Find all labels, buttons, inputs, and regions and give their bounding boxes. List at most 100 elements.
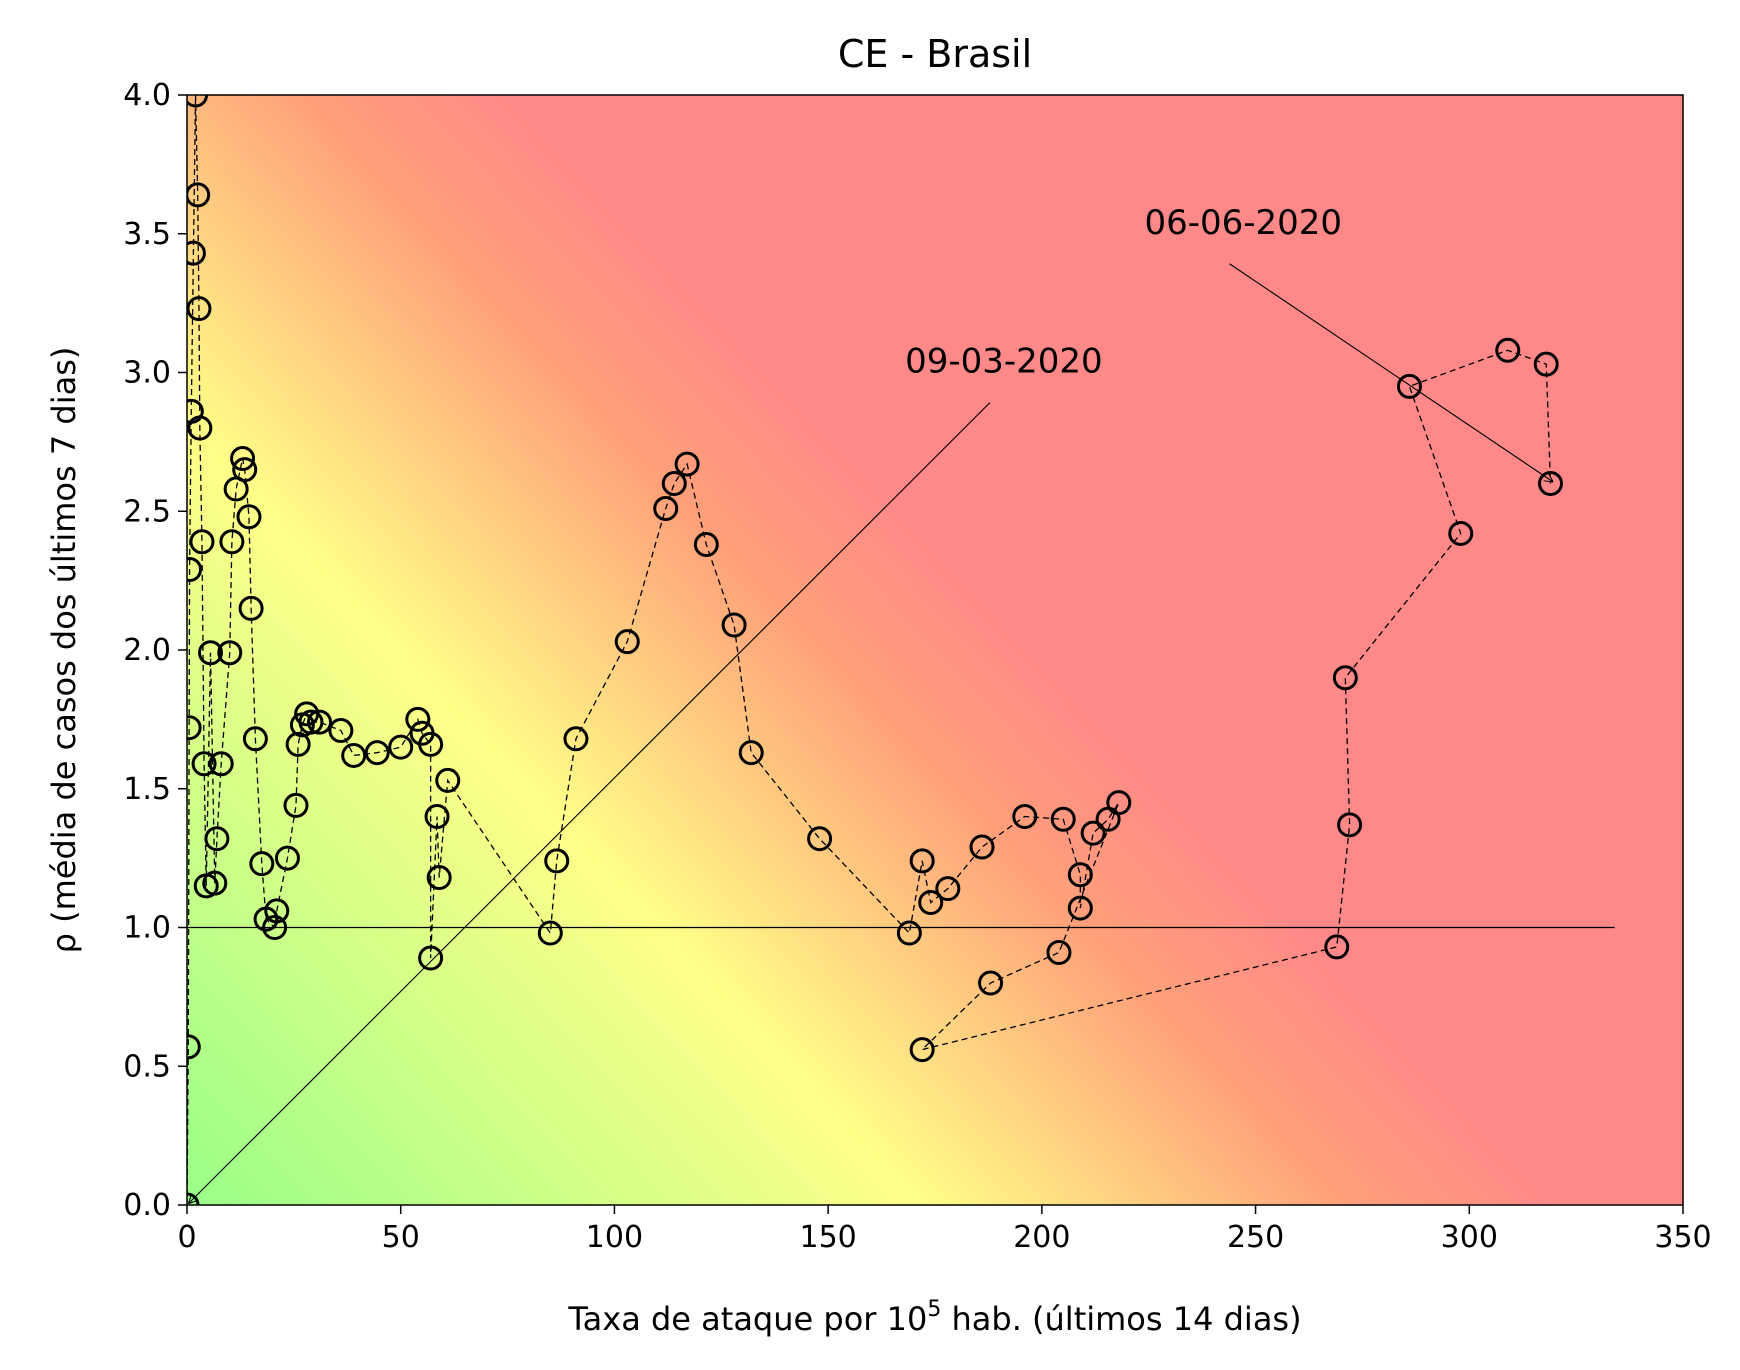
- data-point: [217, 640, 243, 666]
- x-axis-label-suffix: hab. (últimos 14 dias): [941, 1300, 1301, 1338]
- y-tick-label: 2.5: [123, 494, 171, 529]
- data-point: [614, 629, 640, 655]
- data-point: [674, 451, 700, 477]
- data-point: [204, 826, 230, 852]
- data-point: [328, 717, 354, 743]
- data-point: [653, 495, 679, 521]
- x-tick-label: 150: [800, 1220, 857, 1255]
- data-point: [187, 415, 213, 441]
- annotation-arrow: [189, 402, 991, 1204]
- data-point: [1324, 934, 1350, 960]
- y-tick-label: 2.0: [123, 633, 171, 668]
- data-point: [307, 709, 333, 735]
- data-point: [424, 804, 450, 829]
- data-point: [693, 532, 719, 558]
- data-point: [935, 876, 961, 902]
- data-point: [969, 834, 995, 860]
- y-tick-label: 4.0: [123, 78, 171, 113]
- annotations: 09-03-2020 06-06-2020: [189, 203, 1552, 1203]
- data-point: [242, 726, 268, 752]
- y-tick-label: 0.5: [123, 1049, 171, 1084]
- data-point: [418, 945, 444, 971]
- data-point: [264, 898, 290, 924]
- data-point: [187, 557, 203, 583]
- data-point: [721, 612, 747, 638]
- data-point: [262, 915, 288, 940]
- data-point: [978, 970, 1004, 996]
- data-point: [274, 845, 300, 871]
- x-tick-label: 300: [1441, 1220, 1498, 1255]
- data-point: [283, 792, 309, 818]
- data-point: [388, 734, 414, 760]
- data-point: [1067, 895, 1093, 921]
- data-point: [187, 296, 212, 322]
- data-point: [187, 1034, 201, 1060]
- data-point: [198, 640, 224, 666]
- data-point: [1046, 939, 1072, 965]
- data-point: [232, 457, 258, 483]
- x-tick-label: 50: [382, 1220, 420, 1255]
- data-point: [1012, 804, 1038, 829]
- data-point: [1495, 337, 1521, 363]
- data-point: [230, 446, 256, 472]
- data-point: [364, 740, 390, 766]
- data-point: [1080, 820, 1106, 846]
- y-tick-label: 1.5: [123, 772, 171, 807]
- data-point: [249, 851, 275, 877]
- x-tick-label: 250: [1227, 1220, 1284, 1255]
- data-point: [426, 865, 452, 891]
- data-point: [202, 870, 228, 896]
- annotation-arrow: [1229, 263, 1552, 482]
- data-point: [208, 751, 234, 777]
- data-point: [1050, 806, 1076, 832]
- data-point: [896, 920, 922, 946]
- data-point: [418, 731, 444, 757]
- data-point: [1448, 520, 1474, 546]
- data-point: [187, 240, 206, 266]
- data-point: [1533, 351, 1559, 377]
- x-axis-label-prefix: Taxa de ataque por 10: [567, 1300, 927, 1338]
- data-point: [738, 740, 764, 766]
- x-axis-label-exponent: 5: [927, 1297, 941, 1322]
- data-point: [298, 709, 324, 735]
- data-point: [544, 848, 570, 874]
- plot-area: [187, 95, 1615, 1205]
- data-point: [341, 742, 367, 768]
- chart-title: CE - Brasil: [838, 32, 1032, 76]
- data-point: [909, 848, 935, 874]
- data-point: [807, 826, 833, 852]
- data-point: [219, 529, 245, 555]
- plot-background: [187, 95, 1683, 1205]
- annotation-label: 09-03-2020: [905, 342, 1103, 382]
- data-point: [187, 95, 209, 108]
- data-point: [537, 920, 563, 946]
- y-tick-label: 1.0: [123, 911, 171, 946]
- data-point: [1537, 471, 1563, 496]
- data-point: [285, 731, 311, 757]
- x-axis-label: Taxa de ataque por 105 hab. (últimos 14 …: [567, 1297, 1301, 1338]
- data-point: [187, 715, 202, 741]
- data-point: [1337, 812, 1363, 838]
- x-tick-label: 100: [586, 1220, 643, 1255]
- data-point: [1067, 862, 1093, 888]
- y-tick-label: 3.0: [123, 356, 171, 391]
- series-line: [187, 95, 1552, 1205]
- data-point: [238, 595, 264, 621]
- data-point: [405, 706, 431, 732]
- data-point: [236, 504, 262, 530]
- x-axis: 0 50 100 150 200 250 300 350: [177, 1205, 1712, 1255]
- y-tick-label: 3.5: [123, 217, 171, 252]
- data-point: [191, 751, 217, 777]
- data-point: [187, 182, 211, 208]
- data-point: [1106, 790, 1132, 816]
- data-point: [1332, 665, 1358, 691]
- x-tick-label: 200: [1013, 1220, 1070, 1255]
- x-tick-label: 350: [1654, 1220, 1711, 1255]
- data-point: [1396, 373, 1422, 399]
- x-tick-label: 0: [177, 1220, 196, 1255]
- y-axis-label: ρ (média de casos dos últimos 7 dias): [45, 347, 83, 954]
- data-point: [661, 471, 687, 496]
- y-axis: 0.0 0.5 1.0 1.5 2.0 2.5 3.0 3.5 4.0: [123, 78, 187, 1223]
- annotation-label: 06-06-2020: [1144, 203, 1342, 243]
